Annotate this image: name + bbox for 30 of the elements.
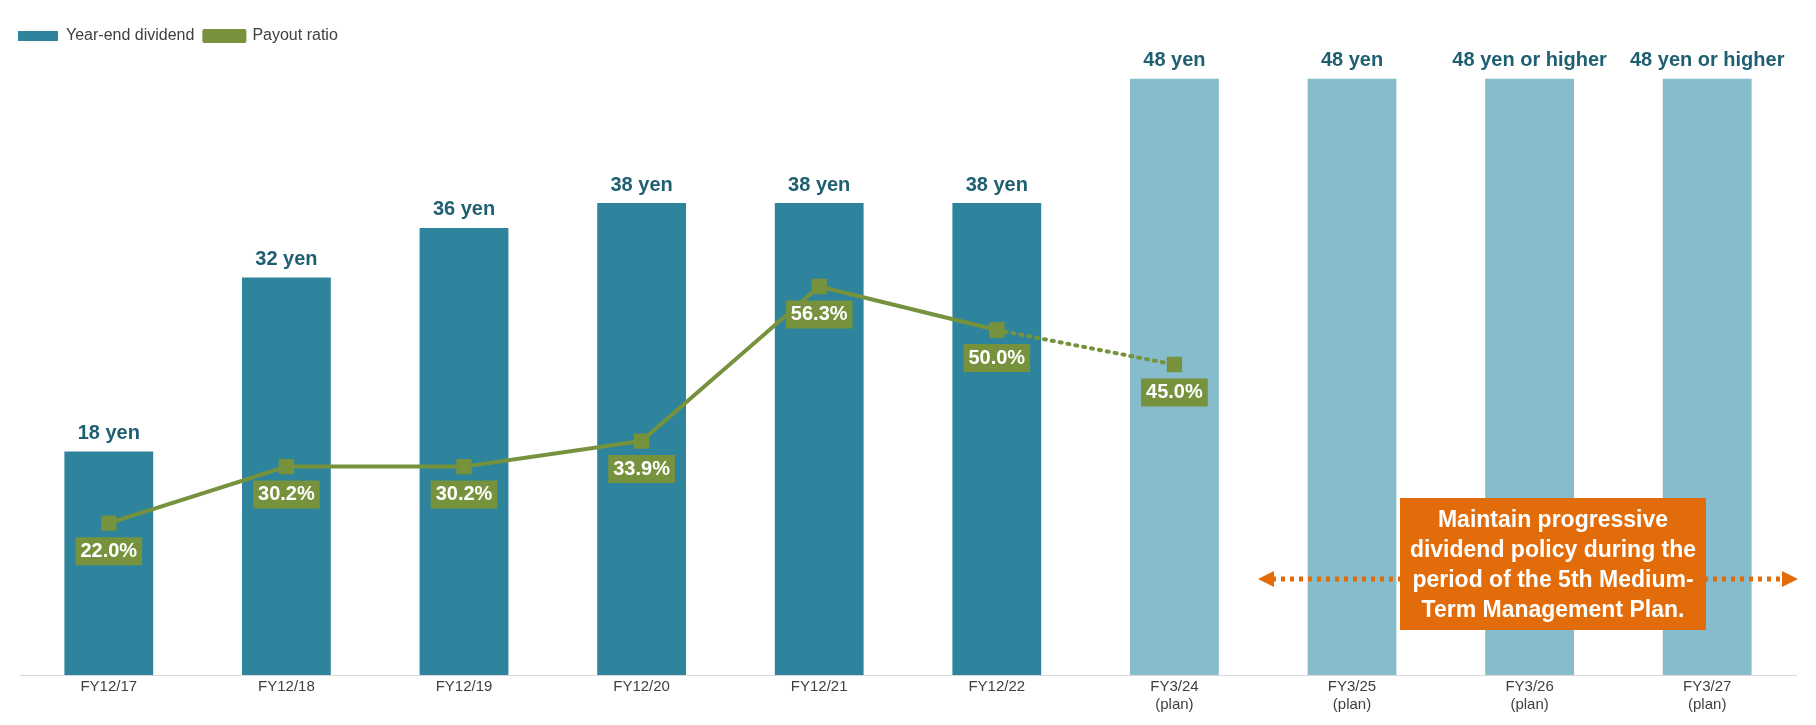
data-label: 36 yen xyxy=(432,197,496,220)
x-tick-label: FY12/17 xyxy=(80,677,138,695)
data-label: 18 yen xyxy=(77,420,140,443)
data-label: 38 yen xyxy=(965,172,1028,195)
x-tick-label: FY12/22 xyxy=(968,677,1026,695)
annotation: Maintain progressive dividend policy during the period of the 5th Medium-Term Management Plan. xyxy=(1408,505,1698,624)
x-tick-label: FY12/20 xyxy=(613,677,670,695)
x-tick-label: FY3/27 (plan) xyxy=(1683,677,1732,713)
data-label: 48 yen or higher xyxy=(1629,48,1785,71)
data-label: 32 yen xyxy=(255,247,318,270)
x-tick-label: FY12/18 xyxy=(258,677,315,695)
x-tick-label: FY3/26 (plan) xyxy=(1505,677,1554,713)
x-tick-label: FY3/25 (plan) xyxy=(1327,677,1377,713)
data-label: 45.0% xyxy=(1146,380,1203,403)
data-label: 56.3% xyxy=(790,302,848,325)
data-label: 48 yen or higher xyxy=(1452,48,1608,71)
data-label: 30.2% xyxy=(258,482,315,505)
data-label: 48 yen xyxy=(1320,48,1384,71)
data-label: 33.9% xyxy=(613,456,671,479)
x-tick-label: FY12/19 xyxy=(435,677,493,695)
data-label: 38 yen xyxy=(610,172,673,195)
legend-label: Payout ratio xyxy=(252,26,338,44)
data-label: 38 yen xyxy=(788,172,851,195)
legend-label: Year-end dividend xyxy=(66,26,195,44)
data-label: 48 yen xyxy=(1143,48,1206,71)
data-label: 50.0% xyxy=(968,345,1026,368)
data-label: 30.2% xyxy=(435,482,493,505)
x-tick-label: FY3/24 (plan) xyxy=(1150,677,1199,713)
data-label: 22.0% xyxy=(80,538,138,561)
x-tick-label: FY12/21 xyxy=(790,677,848,695)
